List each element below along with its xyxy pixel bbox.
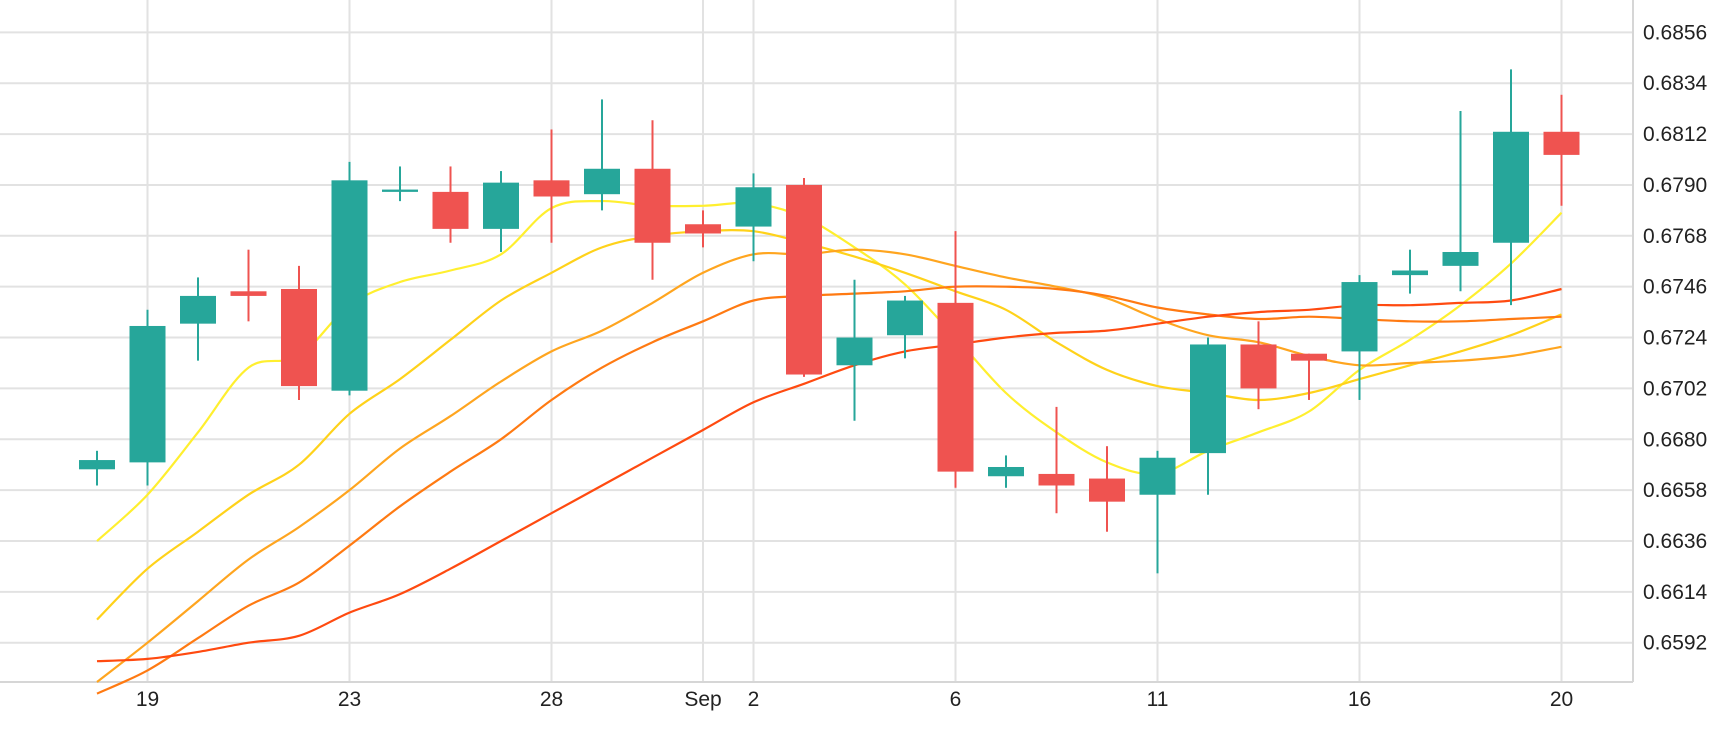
candle-body xyxy=(382,189,418,192)
candle xyxy=(988,455,1024,488)
candle-body xyxy=(1493,131,1529,243)
candle-body xyxy=(937,302,974,472)
candle xyxy=(79,450,115,486)
candle-body xyxy=(1240,344,1277,389)
x-tick-label: 2 xyxy=(748,688,760,711)
y-tick-label: 0.6680 xyxy=(1643,428,1707,451)
y-tick-label: 0.6812 xyxy=(1643,123,1707,146)
candle xyxy=(937,231,974,488)
y-tick-label: 0.6658 xyxy=(1643,479,1707,502)
candle-body xyxy=(786,184,822,375)
candle xyxy=(1442,110,1479,292)
candle-body xyxy=(685,224,721,234)
candle-body xyxy=(331,180,368,391)
x-tick-label: 20 xyxy=(1550,688,1573,711)
candle xyxy=(1493,69,1529,306)
moving-average-line xyxy=(96,287,1562,663)
moving-average-line xyxy=(96,285,1562,695)
candle-body xyxy=(281,288,317,387)
candle-body xyxy=(1392,270,1428,276)
y-tick-label: 0.6856 xyxy=(1643,21,1707,44)
candle xyxy=(331,161,368,396)
y-tick-label: 0.6746 xyxy=(1643,276,1707,299)
candle-body xyxy=(735,187,772,227)
y-axis-tick-labels: 0.6856 0.6834 0.6812 0.6790 0.6768 0.6746 0.67… xyxy=(1643,21,1708,654)
candle-body xyxy=(836,337,873,366)
candle-body xyxy=(1291,353,1327,361)
candle xyxy=(836,279,873,421)
candle-body xyxy=(79,460,115,470)
candle-body xyxy=(1089,478,1125,502)
candle xyxy=(584,99,620,211)
candle xyxy=(1291,353,1327,400)
candle xyxy=(1038,406,1075,514)
candle-body xyxy=(634,168,671,243)
candle xyxy=(483,171,519,252)
candle xyxy=(382,166,418,202)
candle-body xyxy=(887,300,923,336)
candle xyxy=(1089,446,1125,532)
candle xyxy=(1341,275,1378,400)
candle xyxy=(1240,321,1277,410)
candle-body xyxy=(1190,344,1226,454)
y-tick-label: 0.6724 xyxy=(1643,327,1708,350)
x-tick-label: 6 xyxy=(950,688,962,711)
candle-body xyxy=(533,180,570,197)
candle-body xyxy=(432,191,469,229)
candle xyxy=(887,295,923,359)
x-tick-label: 16 xyxy=(1348,688,1371,711)
candle xyxy=(281,265,317,400)
y-tick-label: 0.6790 xyxy=(1643,174,1707,197)
candles xyxy=(79,69,1580,574)
candle xyxy=(533,129,570,243)
candle-body xyxy=(180,295,216,324)
candle-body xyxy=(584,168,620,195)
x-tick-label: 19 xyxy=(136,688,159,711)
candle xyxy=(634,120,671,280)
candle-body xyxy=(129,325,166,463)
x-tick-label: 23 xyxy=(338,688,361,711)
y-tick-label: 0.6768 xyxy=(1643,225,1707,248)
candle-body xyxy=(1341,282,1378,352)
y-tick-label: 0.6702 xyxy=(1643,377,1707,400)
axis-lines xyxy=(0,0,1634,683)
candle-body xyxy=(230,291,267,296)
candle xyxy=(1139,450,1176,574)
candle xyxy=(735,173,772,262)
x-tick-label: 11 xyxy=(1147,688,1169,711)
candle-body xyxy=(1543,131,1580,155)
candle-body xyxy=(483,182,519,229)
candle xyxy=(432,166,469,243)
candle-body xyxy=(988,466,1024,477)
moving-average-line xyxy=(96,199,1563,542)
x-axis-tick-labels: 19 23 28 Sep 2 6 11 16 20 xyxy=(136,688,1573,711)
y-tick-label: 0.6636 xyxy=(1643,530,1707,553)
candle xyxy=(1190,337,1226,495)
y-tick-label: 0.6592 xyxy=(1643,632,1707,655)
x-tick-label: Sep xyxy=(684,688,721,711)
x-tick-label: 28 xyxy=(540,688,563,711)
candle-body xyxy=(1139,457,1176,495)
candle xyxy=(129,309,166,486)
candle xyxy=(230,249,267,322)
candle xyxy=(1543,94,1580,206)
candle-body xyxy=(1442,251,1479,266)
y-tick-label: 0.6614 xyxy=(1643,581,1708,604)
candle-body xyxy=(1038,473,1075,486)
candle xyxy=(786,178,822,377)
horizontal-gridlines xyxy=(0,31,1633,644)
candle xyxy=(685,210,721,248)
candle xyxy=(1392,249,1428,294)
y-tick-label: 0.6834 xyxy=(1643,72,1708,95)
candle xyxy=(180,277,216,361)
